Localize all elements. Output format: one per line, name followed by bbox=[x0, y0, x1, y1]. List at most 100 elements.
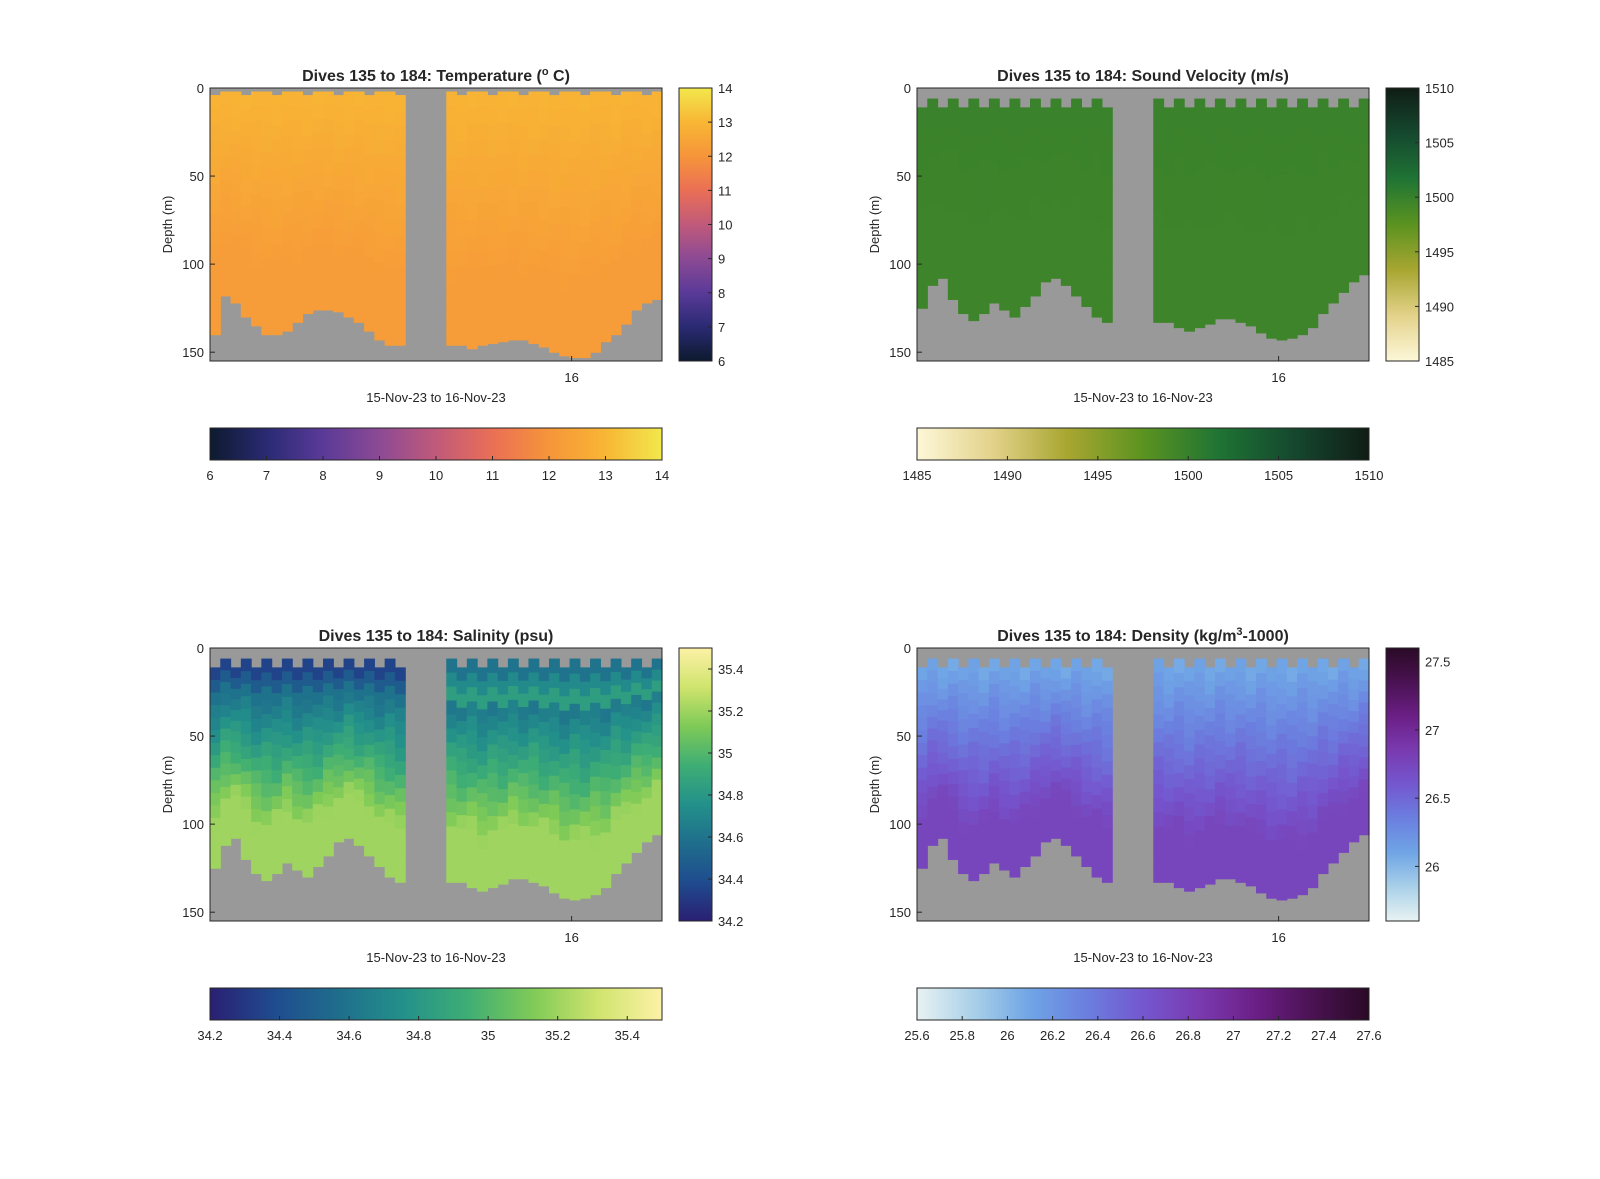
heatmap-cell bbox=[927, 786, 939, 800]
heatmap-cell bbox=[1297, 305, 1308, 321]
heatmap-cell bbox=[374, 215, 386, 232]
heatmap-cell bbox=[220, 670, 232, 683]
heatmap-cell bbox=[333, 230, 345, 245]
heatmap-cell bbox=[364, 316, 375, 332]
heatmap-cell bbox=[968, 658, 980, 674]
heatmap-cell bbox=[466, 830, 478, 846]
heatmap-cell bbox=[1358, 219, 1370, 232]
heatmap-cell bbox=[281, 286, 293, 302]
heatmap-cell bbox=[497, 247, 509, 265]
heatmap-cell bbox=[518, 773, 530, 787]
heatmap-cell bbox=[251, 667, 262, 681]
heatmap-cell bbox=[590, 776, 601, 792]
heatmap-cell bbox=[1286, 826, 1298, 842]
heatmap-cell bbox=[230, 170, 242, 185]
heatmap-cell bbox=[518, 839, 530, 853]
heatmap-cell bbox=[1091, 289, 1103, 304]
heatmap-cell bbox=[1040, 107, 1052, 119]
heatmap-cell bbox=[1194, 98, 1206, 114]
heatmap-cell bbox=[1019, 119, 1031, 133]
heatmap-cell bbox=[1225, 786, 1237, 801]
heatmap-cell bbox=[620, 667, 632, 681]
heatmap-cell bbox=[937, 806, 949, 818]
heatmap-cell bbox=[353, 756, 365, 769]
heatmap-cell bbox=[323, 132, 334, 147]
heatmap-cell bbox=[466, 300, 478, 318]
heatmap-cell bbox=[528, 154, 540, 171]
heatmap-cell bbox=[600, 804, 612, 820]
heatmap-cell bbox=[988, 684, 1000, 698]
heatmap-cell bbox=[1297, 290, 1308, 306]
heatmap-cell bbox=[1338, 707, 1350, 720]
heatmap-cell bbox=[1050, 210, 1062, 223]
heatmap-cell bbox=[1214, 823, 1226, 839]
heatmap-cell bbox=[1030, 670, 1041, 684]
heatmap-cell bbox=[937, 267, 949, 279]
chart-panel-3: Dives 135 to 184: Salinity (psu)05010015… bbox=[160, 628, 743, 1043]
heatmap-cell bbox=[958, 197, 969, 212]
heatmap-cell bbox=[1297, 658, 1308, 674]
heatmap-cell bbox=[1235, 196, 1247, 212]
heatmap-cell bbox=[271, 95, 283, 111]
heatmap-cell bbox=[507, 837, 519, 852]
heatmap-cell bbox=[343, 161, 355, 177]
heatmap-cell bbox=[958, 667, 969, 681]
heatmap-cell bbox=[302, 204, 314, 219]
heatmap-cell bbox=[261, 700, 273, 715]
heatmap-cell bbox=[1307, 203, 1319, 219]
heatmap-cell bbox=[631, 731, 643, 744]
chart-title: Dives 135 to 184: Density (kg/m3-1000) bbox=[997, 626, 1289, 645]
heatmap-cell bbox=[927, 156, 939, 170]
heatmap-cell bbox=[1194, 844, 1206, 860]
heatmap-cell bbox=[374, 754, 386, 768]
heatmap-cell bbox=[518, 309, 530, 326]
heatmap-cell bbox=[1091, 276, 1103, 291]
heatmap-cell bbox=[958, 693, 969, 707]
heatmap-cell bbox=[497, 856, 509, 872]
heatmap-cell bbox=[343, 204, 355, 219]
heatmap-cell bbox=[1225, 812, 1237, 827]
heatmap-cell bbox=[549, 804, 560, 821]
colorbar-tick-label: 27 bbox=[1425, 723, 1439, 738]
heatmap-cell bbox=[1307, 134, 1319, 150]
heatmap-cell bbox=[1327, 691, 1339, 705]
heatmap-cell bbox=[1358, 131, 1370, 144]
heatmap-cell bbox=[1317, 286, 1329, 301]
heatmap-cell bbox=[1194, 284, 1206, 300]
heatmap-cell bbox=[1060, 174, 1072, 186]
heatmap-cell bbox=[538, 694, 550, 709]
heatmap-cell bbox=[947, 211, 959, 225]
heatmap-cell bbox=[559, 797, 571, 813]
heatmap-cell bbox=[292, 819, 304, 833]
heatmap-cell bbox=[1235, 672, 1247, 688]
heatmap-cell bbox=[477, 297, 488, 315]
heatmap-cell bbox=[968, 292, 980, 308]
heatmap-cell bbox=[999, 743, 1011, 757]
heatmap-cell bbox=[1358, 263, 1370, 276]
heatmap-cell bbox=[1245, 708, 1257, 723]
colorbar-tick-label: 11 bbox=[486, 468, 500, 483]
heatmap-cell bbox=[999, 284, 1011, 298]
heatmap-cell bbox=[456, 747, 468, 762]
heatmap-cell bbox=[261, 228, 273, 245]
heatmap-cell bbox=[978, 249, 990, 263]
heatmap-cell bbox=[364, 109, 375, 126]
heatmap-cell bbox=[1060, 767, 1072, 780]
heatmap-cell bbox=[1091, 822, 1103, 837]
heatmap-cell bbox=[1071, 98, 1082, 112]
heatmap-cell bbox=[579, 753, 591, 769]
heatmap-cell bbox=[641, 289, 653, 304]
heatmap-cell bbox=[917, 792, 928, 807]
heatmap-cell bbox=[1348, 150, 1360, 163]
heatmap-cell bbox=[559, 782, 571, 798]
heatmap-cell bbox=[1256, 717, 1267, 733]
heatmap-cell bbox=[1194, 141, 1206, 157]
heatmap-cell bbox=[528, 714, 540, 730]
heatmap-cell bbox=[292, 680, 304, 694]
heatmap-cell bbox=[978, 834, 990, 849]
heatmap-cell bbox=[988, 175, 1000, 189]
heatmap-cell bbox=[302, 95, 314, 110]
heatmap-cell bbox=[1081, 754, 1093, 768]
heatmap-cell bbox=[1081, 219, 1093, 233]
heatmap-cell bbox=[1060, 207, 1072, 220]
